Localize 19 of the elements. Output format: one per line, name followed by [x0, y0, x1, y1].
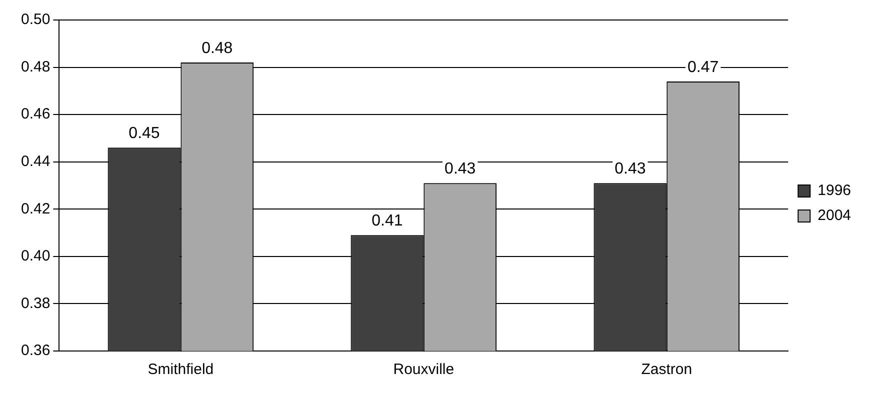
x-tick-label: Rouxville [393, 361, 454, 378]
y-tick-label: 0.38 [20, 294, 50, 312]
data-label: 0.48 [202, 40, 233, 57]
legend-label: 1996 [818, 182, 852, 200]
data-label: 0.43 [444, 160, 476, 178]
y-tick-label: 0.42 [20, 200, 50, 218]
y-tick-label: 0.36 [20, 342, 50, 360]
y-tick-label: 0.44 [20, 153, 50, 170]
data-label: 0.45 [128, 125, 160, 142]
x-tick-label: Smithfield [148, 361, 214, 378]
data-label: 0.47 [688, 58, 719, 76]
x-tick-label: Zastron [641, 361, 692, 378]
data-label: 0.41 [372, 212, 403, 230]
legend-label: 2004 [818, 207, 852, 224]
data-label: 0.43 [614, 160, 646, 178]
y-tick-label: 0.50 [20, 11, 50, 28]
y-tick-label: 0.48 [20, 58, 50, 76]
y-tick-label: 0.46 [20, 106, 50, 123]
y-tick-label: 0.40 [20, 248, 50, 265]
